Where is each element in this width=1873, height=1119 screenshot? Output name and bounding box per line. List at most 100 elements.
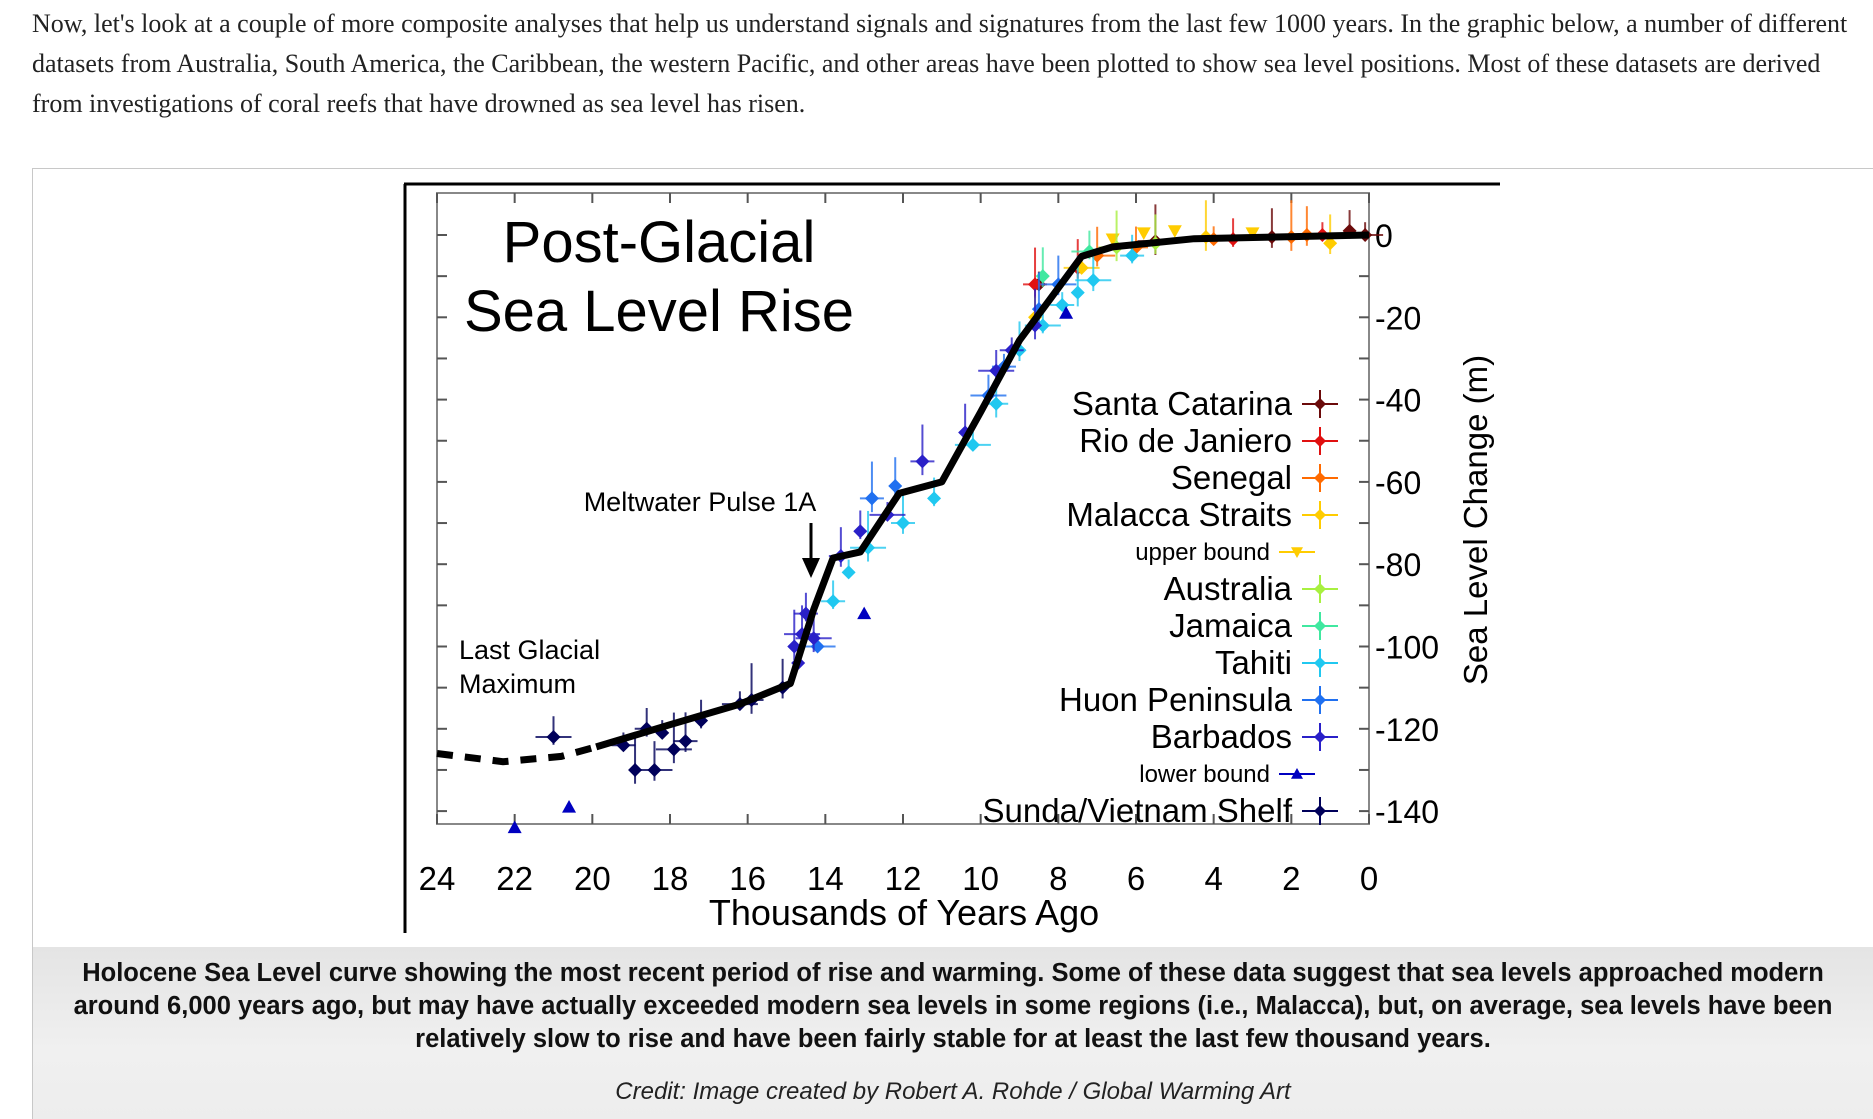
legend-marker (1314, 509, 1326, 521)
annotation-meltwater-pulse: Meltwater Pulse 1A (584, 487, 817, 517)
legend-marker (1314, 583, 1326, 595)
series-senegal (1079, 200, 1319, 267)
data-point (864, 491, 879, 506)
legend-marker (1314, 398, 1326, 410)
legend-marker (1291, 768, 1303, 779)
series-barbados (784, 288, 1043, 670)
data-point (896, 516, 910, 531)
legend-marker (1314, 657, 1326, 669)
data-point (1245, 227, 1260, 240)
data-point (678, 734, 693, 749)
legend-item: Sunda/Vietnam Shelf (983, 792, 1338, 829)
y-tick-label: -20 (1375, 300, 1421, 336)
legend-item: lower bound (1139, 761, 1315, 788)
y-tick-label: -140 (1375, 794, 1439, 830)
data-point (1086, 273, 1101, 288)
x-tick-label: 0 (1360, 860, 1378, 897)
legend-item: Jamaica (1169, 607, 1338, 644)
data-point (647, 762, 662, 777)
legend-label: Sunda/Vietnam Shelf (983, 792, 1293, 829)
y-tick-label: -80 (1375, 547, 1421, 583)
x-tick-label: 12 (885, 860, 922, 897)
annotation-last-glacial-maximum: Maximum (459, 669, 576, 699)
legend-item: Malacca Straits (1066, 496, 1338, 533)
curve-solid (595, 231, 1370, 751)
chart-title: Post-Glacial (503, 210, 816, 275)
x-axis-label: Thousands of Years Ago (709, 892, 1099, 933)
data-point (853, 524, 868, 539)
x-tick-label: 8 (1049, 860, 1067, 897)
y-tick-label: 0 (1375, 218, 1393, 254)
x-tick-label: 24 (419, 860, 456, 897)
data-point (915, 454, 930, 469)
data-point (857, 606, 872, 620)
legend-item: upper bound (1135, 539, 1315, 566)
legend-marker (1314, 805, 1326, 817)
sea-level-chart: 24 22 20 18 16 14 12 10 8 6 4 2 00-20-40-60-80-100-1… (403, 182, 1500, 933)
data-point (888, 479, 903, 494)
legend-label: lower bound (1139, 761, 1270, 788)
x-tick-label: 20 (574, 860, 611, 897)
legend-label: Rio de Janiero (1079, 422, 1292, 459)
curve-dashed (436, 743, 598, 766)
series-lower-bound (507, 306, 1074, 834)
legend-marker (1314, 435, 1326, 447)
legend-item: Santa Catarina (1072, 385, 1338, 422)
x-tick-label: 18 (652, 860, 689, 897)
x-tick-label: 4 (1204, 860, 1222, 897)
legend-label: Barbados (1151, 718, 1292, 755)
data-point (1059, 306, 1074, 319)
annotation-arrow-head (802, 558, 820, 578)
data-point (1070, 285, 1085, 300)
legend-marker (1314, 731, 1326, 743)
legend-item: Senegal (1171, 459, 1338, 496)
legend-marker (1291, 547, 1303, 558)
legend-label: Malacca Straits (1066, 496, 1292, 533)
x-tick-label: 16 (729, 860, 766, 897)
legend-label: Huon Peninsula (1059, 681, 1293, 718)
x-tick-label: 6 (1127, 860, 1145, 897)
data-point (989, 396, 1004, 411)
legend-marker (1314, 620, 1326, 632)
legend-item: Tahiti (1215, 644, 1338, 681)
data-point (546, 730, 561, 745)
x-tick-label: 14 (807, 860, 844, 897)
data-point (1167, 225, 1182, 238)
legend-item: Barbados (1151, 718, 1338, 755)
annotation-last-glacial-maximum: Last Glacial (459, 635, 600, 665)
legend-marker (1314, 694, 1326, 706)
x-tick-label: 10 (962, 860, 999, 897)
y-tick-label: -120 (1375, 712, 1439, 748)
legend-label: Santa Catarina (1072, 385, 1293, 422)
legend-item: Huon Peninsula (1059, 681, 1338, 718)
data-point (562, 799, 577, 813)
legend-marker (1314, 472, 1326, 484)
data-point (927, 491, 942, 506)
y-tick-label: -60 (1375, 465, 1421, 501)
x-tick-label: 22 (496, 860, 533, 897)
data-point (826, 594, 841, 609)
y-tick-label: -40 (1375, 383, 1421, 419)
figure-caption-box: Holocene Sea Level curve showing the mos… (33, 947, 1873, 1119)
legend-label: upper bound (1135, 539, 1270, 566)
legend-item: Australia (1164, 570, 1338, 607)
y-axis-label: Sea Level Change (m) (1457, 355, 1494, 685)
data-point (666, 742, 681, 757)
data-point (841, 565, 856, 580)
legend-label: Tahiti (1215, 644, 1292, 681)
x-tick-label: 2 (1282, 860, 1300, 897)
legend-label: Senegal (1171, 459, 1292, 496)
chart-title: Sea Level Rise (464, 279, 854, 344)
data-point (507, 820, 522, 834)
y-tick-label: -100 (1375, 630, 1439, 666)
data-point (1323, 236, 1338, 251)
data-point (628, 762, 643, 777)
legend-label: Australia (1164, 570, 1293, 607)
data-point (965, 437, 980, 452)
series-tahiti (821, 234, 1145, 610)
data-point (1125, 248, 1140, 263)
figure-caption: Holocene Sea Level curve showing the mos… (73, 959, 1833, 1053)
figure-credit: Credit: Image created by Robert A. Rohde… (615, 1078, 1291, 1105)
legend-item: Rio de Janiero (1079, 422, 1338, 459)
data-point (1136, 227, 1151, 240)
